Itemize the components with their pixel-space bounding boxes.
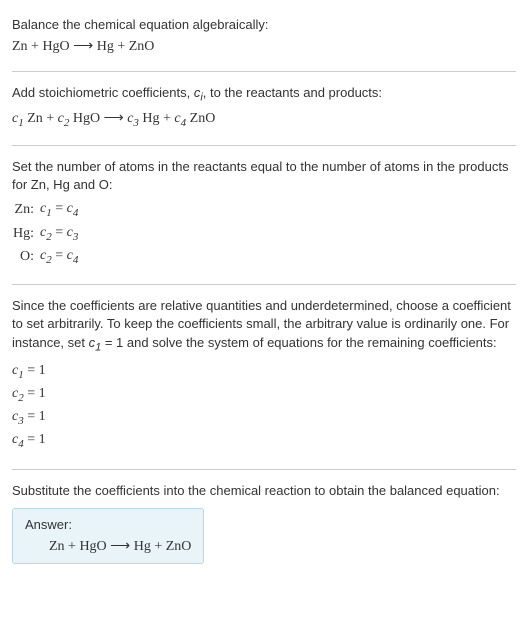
divider-4	[12, 469, 516, 470]
section-atoms: Set the number of atoms in the reactants…	[12, 150, 516, 280]
coeff-row-1: c1 = 1	[12, 360, 516, 383]
atom-row-zn: Zn: c1 = c4	[12, 198, 516, 221]
answer-label: Answer:	[25, 517, 191, 532]
section-solve: Since the coefficients are relative quan…	[12, 289, 516, 465]
stoich-text: Add stoichiometric coefficients, ci, to …	[12, 84, 516, 106]
answer-text: Substitute the coefficients into the che…	[12, 482, 516, 500]
c2-rest: = 1	[24, 386, 46, 401]
divider-2	[12, 145, 516, 146]
solve-text: Since the coefficients are relative quan…	[12, 297, 516, 355]
c4-rest: = 1	[24, 432, 46, 447]
answer-box: Answer: Zn + HgO ⟶ Hg + ZnO	[12, 508, 204, 564]
stoich-text-post: , to the reactants and products:	[203, 85, 382, 100]
divider-3	[12, 284, 516, 285]
hg-eq: =	[52, 225, 67, 240]
eq-t3: Hg +	[139, 111, 175, 126]
o-s2: 4	[73, 254, 79, 266]
problem-equation: Zn + HgO ⟶ Hg + ZnO	[12, 38, 516, 55]
c3-rest: = 1	[24, 409, 46, 424]
stoich-equation: c1 Zn + c2 HgO ⟶ c3 Hg + c4 ZnO	[12, 110, 516, 129]
o-eq: =	[52, 248, 67, 263]
atom-row-hg: Hg: c2 = c3	[12, 222, 516, 245]
atom-label-o: O:	[12, 246, 40, 267]
section-stoichiometric: Add stoichiometric coefficients, ci, to …	[12, 76, 516, 141]
section-answer: Substitute the coefficients into the che…	[12, 474, 516, 572]
eq-t4: ZnO	[186, 111, 215, 126]
eq-t2: HgO ⟶	[69, 111, 127, 126]
zn-s2: 4	[73, 207, 79, 219]
atom-label-hg: Hg:	[12, 223, 40, 244]
zn-eq: =	[52, 201, 67, 216]
divider-1	[12, 71, 516, 72]
atom-row-o: O: c2 = c4	[12, 245, 516, 268]
coeff-row-4: c4 = 1	[12, 429, 516, 452]
section-problem: Balance the chemical equation algebraica…	[12, 8, 516, 67]
answer-equation: Zn + HgO ⟶ Hg + ZnO	[25, 538, 191, 555]
atom-eq-hg: c2 = c3	[40, 222, 78, 245]
hg-s2: 3	[73, 230, 79, 242]
atom-eq-o: c2 = c4	[40, 245, 78, 268]
atom-table: Zn: c1 = c4 Hg: c2 = c3 O: c2 = c4	[12, 198, 516, 268]
c1-rest: = 1	[24, 363, 46, 378]
stoich-text-pre: Add stoichiometric coefficients,	[12, 85, 194, 100]
eq-t1: Zn +	[24, 111, 58, 126]
atom-label-zn: Zn:	[12, 199, 40, 220]
atoms-text: Set the number of atoms in the reactants…	[12, 158, 516, 194]
coeff-row-3: c3 = 1	[12, 406, 516, 429]
coeff-row-2: c2 = 1	[12, 383, 516, 406]
solve-mid: = 1 and solve the system of equations fo…	[101, 335, 496, 350]
coeff-list: c1 = 1 c2 = 1 c3 = 1 c4 = 1	[12, 360, 516, 453]
atom-eq-zn: c1 = c4	[40, 198, 78, 221]
problem-heading: Balance the chemical equation algebraica…	[12, 16, 516, 34]
